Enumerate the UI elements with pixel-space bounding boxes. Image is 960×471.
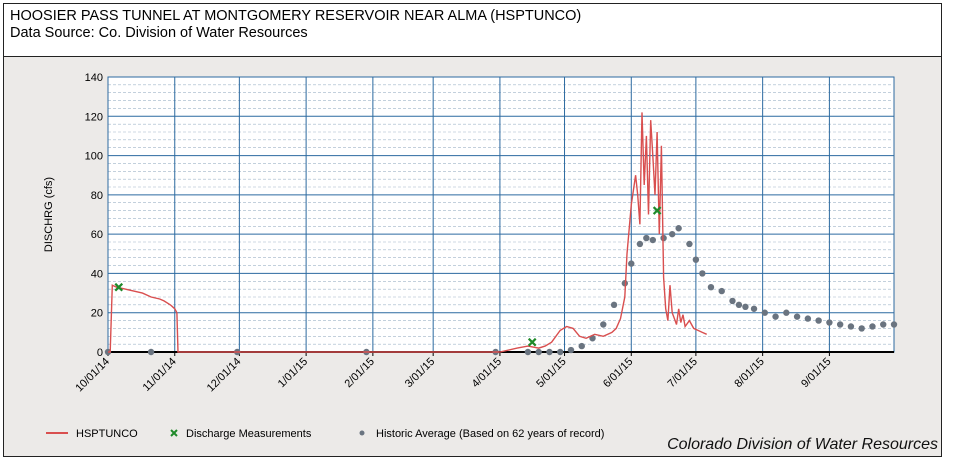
historic-point <box>890 321 898 328</box>
historic-point <box>147 348 155 356</box>
x-tick-label: 9/01/15 <box>799 356 833 390</box>
x-tick-label: 6/01/15 <box>601 356 635 390</box>
x-tick-label: 11/01/14 <box>141 356 179 394</box>
historic-point <box>535 348 542 356</box>
measurement-point <box>114 282 124 292</box>
y-axis-label: DISCHRG (cfs) <box>43 177 55 252</box>
x-tick-label: 3/01/15 <box>403 356 437 390</box>
chart-frame: HOOSIER PASS TUNNEL AT MONTGOMERY RESERV… <box>3 3 942 457</box>
historic-point <box>869 323 876 330</box>
historic-point <box>836 321 844 328</box>
historic-point <box>692 256 700 263</box>
historic-point <box>761 309 768 316</box>
x-tick-label: 12/01/14 <box>205 356 244 395</box>
historic-point <box>735 301 743 309</box>
historic-point <box>729 297 736 305</box>
historic-point <box>686 240 693 248</box>
x-tick-label: 4/01/15 <box>470 356 504 390</box>
historic-point <box>793 313 801 320</box>
historic-point <box>699 270 706 277</box>
historic-point <box>578 342 585 350</box>
historic-point <box>610 301 618 309</box>
chart-subtitle: Data Source: Co. Division of Water Resou… <box>10 25 308 41</box>
measurement-point <box>652 206 662 215</box>
chart-area: 0 20 40 60 80 100 120 140 10/01/14 11/01/14 12/01/… <box>4 57 941 456</box>
historic-point <box>524 348 532 356</box>
historic-point <box>557 348 564 356</box>
historic-point <box>815 317 822 324</box>
historic-point <box>783 309 790 316</box>
historic-point <box>636 240 644 248</box>
measurement-point <box>527 337 537 347</box>
y-tick-label: 60 <box>91 229 103 241</box>
historic-point <box>772 313 779 320</box>
y-tick-label: 140 <box>85 72 103 84</box>
chart-title: HOOSIER PASS TUNNEL AT MONTGOMERY RESERV… <box>10 8 582 24</box>
historic-point <box>628 260 635 267</box>
discharge-chart: 0 20 40 60 80 100 120 140 10/01/14 11/01/14 12/01/… <box>43 72 898 440</box>
historic-point <box>847 323 855 330</box>
legend-label-historic: Historic Average (Based on 62 years of r… <box>376 428 604 440</box>
credit-text: Colorado Division of Water Resources <box>667 436 938 453</box>
historic-point <box>567 346 575 354</box>
y-tick-label: 0 <box>97 347 103 359</box>
historic-point <box>668 230 676 238</box>
historic-point <box>707 283 715 291</box>
chart-header: HOOSIER PASS TUNNEL AT MONTGOMERY RESERV… <box>4 4 941 57</box>
legend-swatch-measurements <box>170 429 178 437</box>
series-line-hsptunco <box>108 112 707 353</box>
x-tick-label: 1/01/15 <box>276 356 310 390</box>
historic-point <box>718 287 725 295</box>
legend-label-measurements: Discharge Measurements <box>186 428 312 440</box>
plot-background <box>107 76 895 353</box>
legend-label-series: HSPTUNCO <box>76 428 138 440</box>
historic-point <box>675 225 682 232</box>
x-tick-label: 8/01/15 <box>732 356 766 390</box>
x-tick-label: 10/01/14 <box>73 356 112 395</box>
y-tick-label: 120 <box>85 111 103 123</box>
historic-point <box>742 303 749 311</box>
historic-point <box>649 236 657 244</box>
historic-point <box>880 321 887 328</box>
historic-point <box>750 305 758 312</box>
historic-point <box>858 325 865 332</box>
historic-point <box>546 348 553 356</box>
x-tick-label: 7/01/15 <box>666 356 700 390</box>
historic-point <box>826 319 833 326</box>
y-tick-label: 40 <box>91 268 103 280</box>
y-tick-label: 80 <box>91 190 103 202</box>
y-tick-label: 20 <box>91 308 103 320</box>
historic-point <box>804 315 812 322</box>
historic-point <box>643 234 650 242</box>
x-tick-label: 2/01/15 <box>343 356 377 390</box>
legend-swatch-historic <box>359 430 365 436</box>
historic-point <box>600 321 607 328</box>
y-tick-label: 100 <box>85 151 103 163</box>
x-tick-label: 5/01/15 <box>534 356 568 390</box>
